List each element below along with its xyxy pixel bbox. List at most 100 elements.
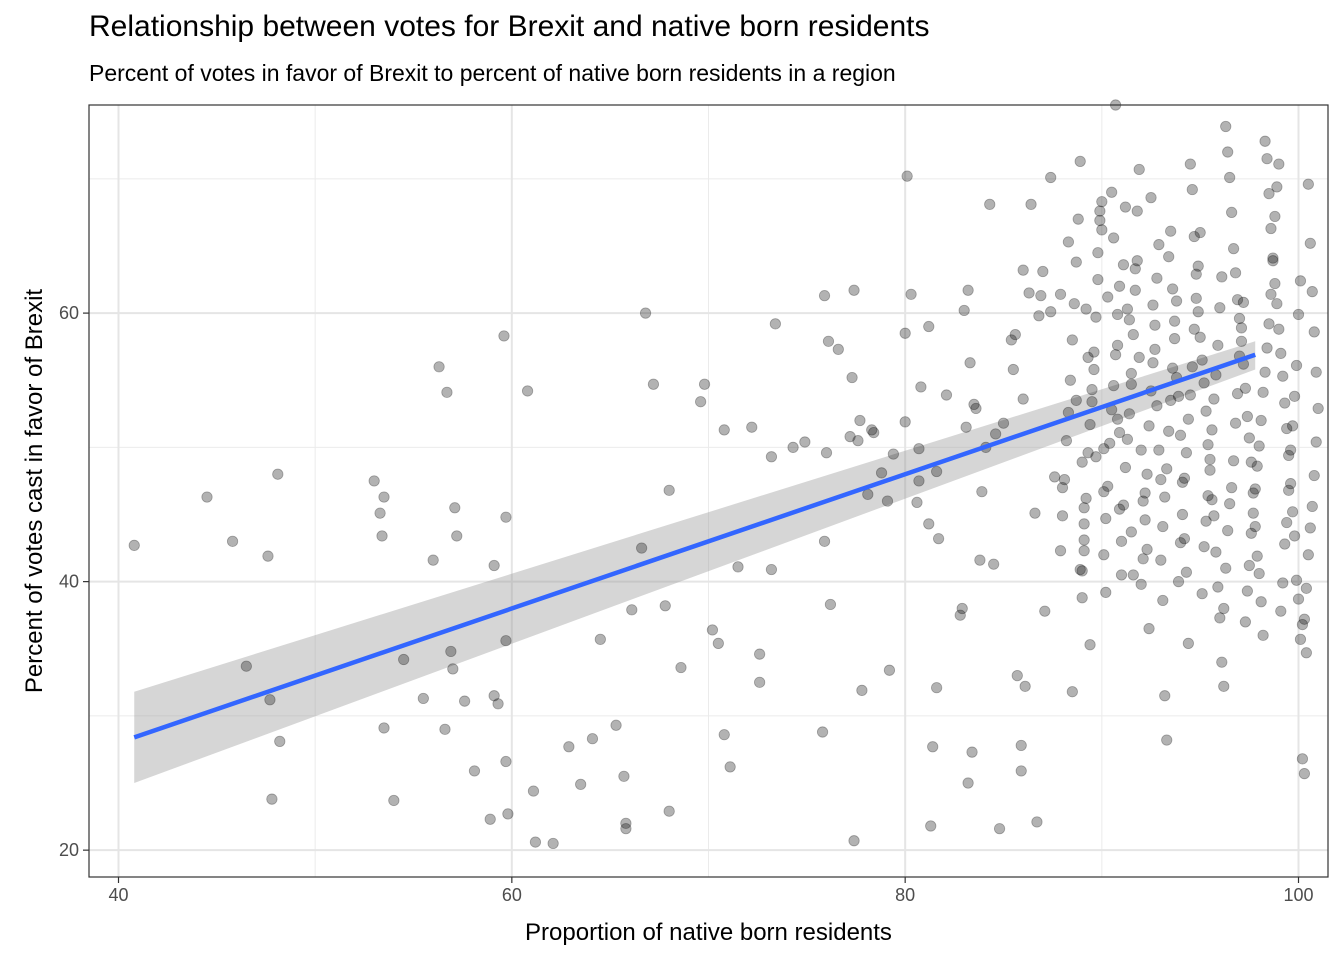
data-point bbox=[1202, 490, 1214, 502]
data-point bbox=[1198, 377, 1210, 389]
data-point bbox=[1113, 426, 1126, 439]
data-point bbox=[1125, 526, 1137, 538]
data-point bbox=[1060, 435, 1073, 447]
data-point bbox=[1220, 562, 1232, 574]
data-point bbox=[1165, 394, 1177, 406]
data-point bbox=[1151, 272, 1163, 284]
data-point bbox=[376, 530, 388, 542]
data-point bbox=[594, 633, 606, 645]
data-point bbox=[1251, 550, 1263, 562]
data-point bbox=[262, 550, 274, 562]
data-point bbox=[1287, 420, 1299, 432]
data-point bbox=[274, 735, 286, 747]
data-point bbox=[844, 431, 856, 443]
data-point bbox=[1088, 363, 1100, 376]
data-point bbox=[1033, 310, 1045, 322]
data-point bbox=[1058, 473, 1071, 486]
data-point bbox=[1226, 206, 1238, 219]
data-point bbox=[927, 741, 939, 753]
data-point bbox=[1019, 680, 1031, 692]
data-point bbox=[618, 770, 630, 782]
data-point bbox=[960, 421, 972, 433]
data-point bbox=[492, 698, 504, 710]
data-point bbox=[1176, 508, 1189, 521]
data-point bbox=[1157, 520, 1169, 533]
data-point bbox=[1137, 553, 1149, 565]
data-point bbox=[439, 723, 451, 735]
data-point bbox=[1127, 569, 1139, 581]
data-point bbox=[1255, 596, 1267, 608]
data-point bbox=[1178, 472, 1191, 484]
data-point bbox=[1306, 500, 1318, 513]
data-point bbox=[822, 335, 835, 347]
data-point bbox=[449, 502, 461, 514]
data-point bbox=[1135, 578, 1147, 590]
data-point bbox=[1267, 255, 1279, 267]
data-point bbox=[1084, 418, 1096, 431]
data-point bbox=[1192, 260, 1204, 272]
data-point bbox=[1180, 447, 1193, 459]
x-tick-label: 100 bbox=[1283, 885, 1313, 905]
data-point bbox=[1206, 424, 1218, 436]
data-point bbox=[1031, 816, 1043, 828]
data-point bbox=[1222, 146, 1234, 158]
data-point bbox=[1288, 530, 1301, 542]
data-point bbox=[1285, 444, 1297, 456]
data-point bbox=[398, 653, 410, 666]
data-point bbox=[1009, 328, 1021, 341]
data-point bbox=[1300, 647, 1312, 659]
data-point bbox=[818, 535, 831, 547]
data-point bbox=[1110, 349, 1122, 361]
data-point bbox=[1292, 593, 1305, 605]
data-point bbox=[1080, 303, 1092, 315]
data-point bbox=[1228, 455, 1240, 467]
data-point bbox=[1253, 440, 1265, 452]
data-point bbox=[1098, 486, 1110, 498]
data-point bbox=[1263, 188, 1275, 200]
data-point bbox=[1228, 243, 1240, 255]
data-point bbox=[820, 447, 833, 459]
data-point bbox=[1275, 347, 1287, 359]
data-point bbox=[1070, 256, 1082, 268]
data-point bbox=[866, 424, 878, 436]
data-point bbox=[1172, 390, 1185, 402]
data-point bbox=[1267, 252, 1279, 264]
data-point bbox=[1253, 567, 1265, 580]
data-point bbox=[1094, 205, 1106, 217]
data-point bbox=[1273, 158, 1285, 170]
data-point bbox=[1155, 473, 1167, 486]
data-point bbox=[1056, 482, 1069, 494]
data-point bbox=[1088, 346, 1100, 358]
data-point bbox=[1076, 456, 1088, 468]
data-point bbox=[1169, 315, 1181, 327]
data-point bbox=[1098, 549, 1110, 561]
axis-layer: 40 60 80 100 20 40 60 bbox=[59, 303, 1314, 905]
confidence-band bbox=[134, 341, 1256, 784]
data-point bbox=[1298, 613, 1311, 625]
data-point bbox=[1064, 374, 1076, 386]
data-point bbox=[1157, 594, 1169, 607]
data-point bbox=[1200, 515, 1212, 527]
data-point bbox=[1249, 483, 1261, 495]
data-point bbox=[1076, 565, 1088, 577]
data-point bbox=[1222, 525, 1234, 537]
data-point bbox=[1017, 393, 1029, 405]
data-point bbox=[1281, 516, 1293, 529]
data-point bbox=[1131, 205, 1143, 217]
data-point bbox=[1111, 308, 1124, 321]
grid-layer bbox=[89, 105, 1328, 877]
data-point bbox=[1143, 420, 1155, 432]
data-point bbox=[1121, 303, 1134, 315]
data-point bbox=[1296, 753, 1309, 765]
data-point bbox=[1186, 361, 1198, 373]
data-point bbox=[374, 507, 386, 519]
data-point bbox=[1290, 359, 1303, 372]
data-point bbox=[1218, 602, 1230, 615]
data-point bbox=[563, 741, 575, 753]
data-point bbox=[1296, 618, 1309, 631]
data-point bbox=[1086, 384, 1098, 396]
data-point bbox=[984, 198, 996, 210]
data-point bbox=[976, 486, 988, 498]
data-point bbox=[663, 484, 675, 496]
data-point bbox=[1062, 236, 1075, 248]
